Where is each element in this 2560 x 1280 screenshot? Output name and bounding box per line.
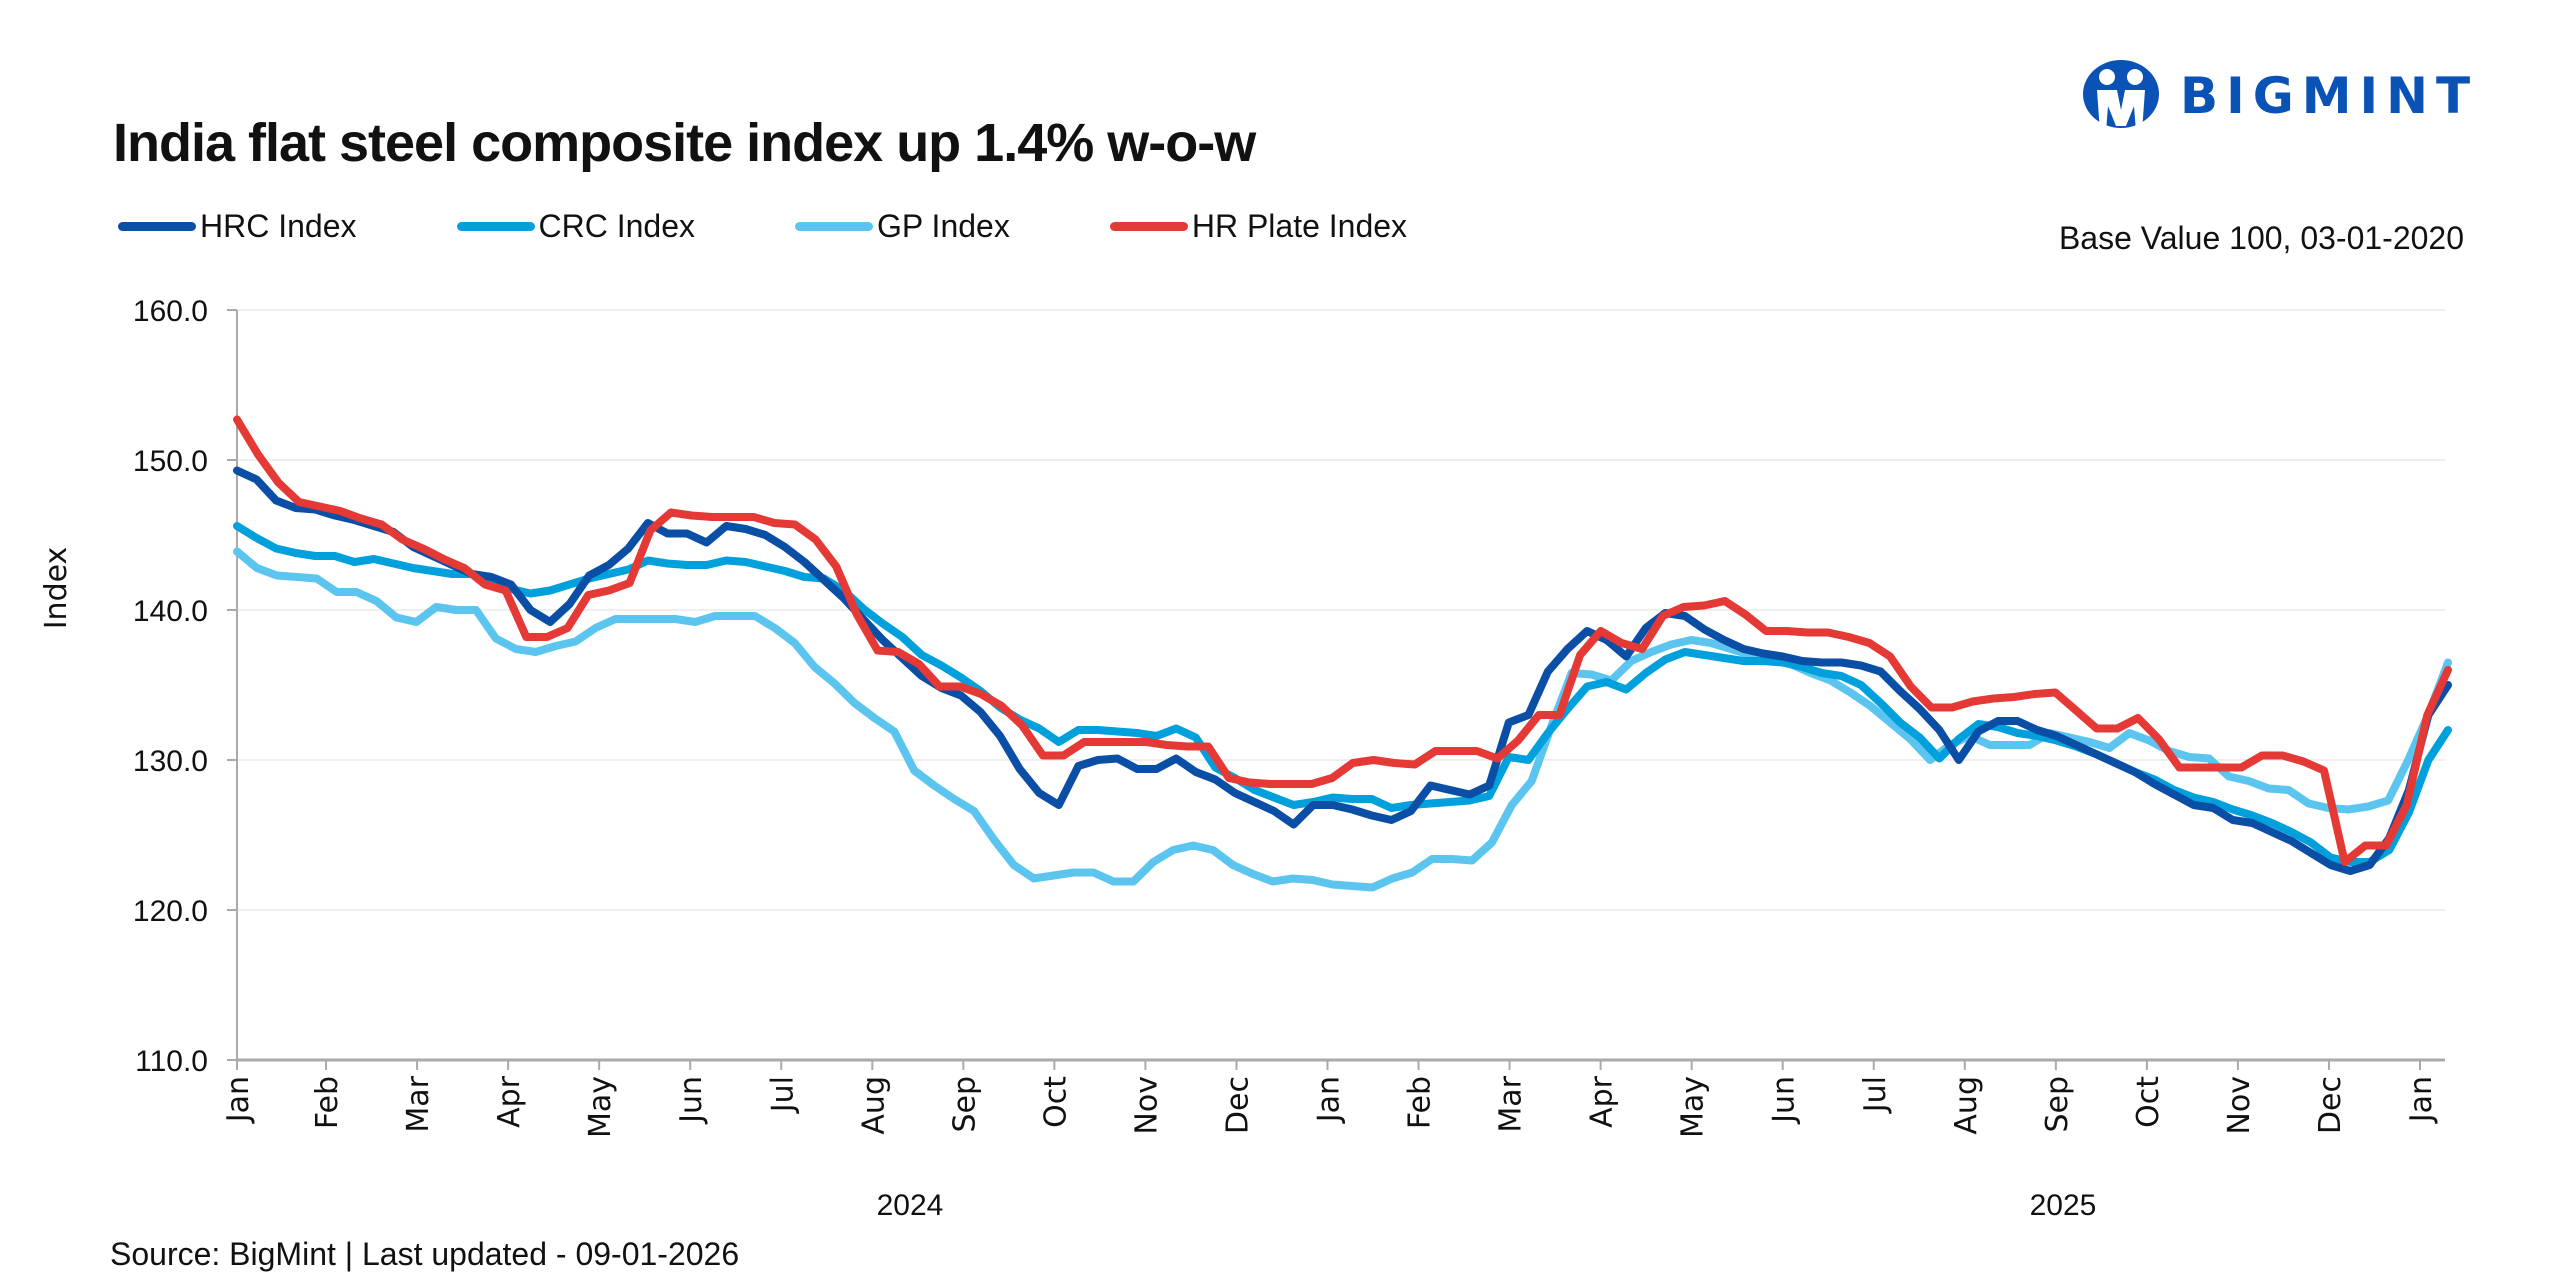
- x-tick-label: Feb: [310, 1076, 345, 1129]
- x-tick-label: Jan: [1312, 1076, 1347, 1124]
- x-tick-label: Jan: [2404, 1076, 2439, 1124]
- x-tick-label: May: [583, 1076, 618, 1138]
- y-tick-label: 120.0: [133, 895, 208, 928]
- bigmint-logo: BIGMINT: [2082, 60, 2478, 132]
- logo-people-icon: [2083, 60, 2159, 132]
- x-tick-label: Sep: [947, 1076, 982, 1133]
- gridlines: [237, 309, 2445, 911]
- chart-title: India flat steel composite index up 1.4%…: [113, 113, 1256, 173]
- x-tick-label: Oct: [2131, 1076, 2166, 1128]
- legend-swatch-gp: [795, 222, 873, 231]
- y-tick-label: 110.0: [135, 1045, 208, 1078]
- legend-swatch-plate: [1109, 222, 1188, 231]
- legend-label-gp: GP Index: [877, 208, 1010, 244]
- legend-item-gp[interactable]: GP Index: [795, 208, 1010, 245]
- series-line-plate: [233, 415, 2452, 866]
- x-tick-label: Sep: [2040, 1076, 2075, 1133]
- x-tick-label: Nov: [2222, 1076, 2257, 1135]
- legend-label-plate: HR Plate Index: [1191, 208, 1408, 244]
- base-value-note: Base Value 100, 03-01-2020: [2058, 220, 2464, 256]
- series-line-hrc: [233, 466, 2452, 875]
- year-label: 2024: [877, 1189, 944, 1222]
- legend-item-crc[interactable]: CRC Index: [456, 208, 696, 245]
- legend-swatch-crc: [456, 222, 535, 231]
- legend-swatch-hrc: [118, 222, 196, 231]
- series-line-gp: [233, 547, 2452, 892]
- x-tick-label: Oct: [1038, 1076, 1073, 1128]
- y-axis: 110.0 120.0 130.0 140.0 150.0 160.0: [133, 295, 238, 1078]
- x-tick-label: Jan: [221, 1076, 256, 1124]
- y-tick-label: 140.0: [133, 595, 208, 628]
- y-tick-label: 130.0: [133, 745, 208, 778]
- x-tick-label: Jul: [765, 1076, 800, 1114]
- x-tick-label: Mar: [401, 1075, 436, 1132]
- legend-item-hrc[interactable]: HRC Index: [118, 208, 357, 245]
- series-lines: [233, 415, 2452, 892]
- x-tick-label: Jul: [1858, 1076, 1893, 1114]
- x-tick-label: Dec: [1220, 1076, 1255, 1134]
- y-axis-label: Index: [39, 547, 74, 630]
- y-tick-label: 160.0: [133, 295, 208, 328]
- y-tick-label: 150.0: [133, 445, 208, 478]
- year-label: 2025: [2030, 1189, 2097, 1222]
- source-note: Source: BigMint | Last updated - 09-01-2…: [110, 1236, 740, 1272]
- series-line-crc: [233, 522, 2452, 866]
- legend-item-plate[interactable]: HR Plate Index: [1109, 208, 1408, 245]
- legend-label-hrc: HRC Index: [200, 208, 357, 244]
- x-tick-label: Feb: [1403, 1076, 1438, 1129]
- x-tick-label: Jun: [674, 1076, 709, 1125]
- x-tick-label: Aug: [856, 1076, 891, 1135]
- legend-label-crc: CRC Index: [538, 208, 696, 244]
- x-axis: Jan Feb Mar Apr May Jun Jul Aug Sep Oct Nov Dec Jan F…: [221, 1058, 2445, 1222]
- x-tick-label: Aug: [1949, 1076, 1984, 1135]
- x-tick-label: May: [1676, 1076, 1711, 1138]
- chart-legend: HRC Index CRC Index GP Index HR Plate In…: [118, 208, 1407, 245]
- x-tick-label: Dec: [2313, 1076, 2348, 1134]
- x-tick-label: Apr: [1585, 1075, 1620, 1128]
- logo-text: BIGMINT: [2180, 67, 2479, 125]
- x-tick-label: Apr: [492, 1075, 527, 1128]
- x-tick-label: Mar: [1494, 1075, 1529, 1132]
- x-tick-label: Nov: [1129, 1076, 1164, 1135]
- x-tick-label: Jun: [1767, 1076, 1802, 1125]
